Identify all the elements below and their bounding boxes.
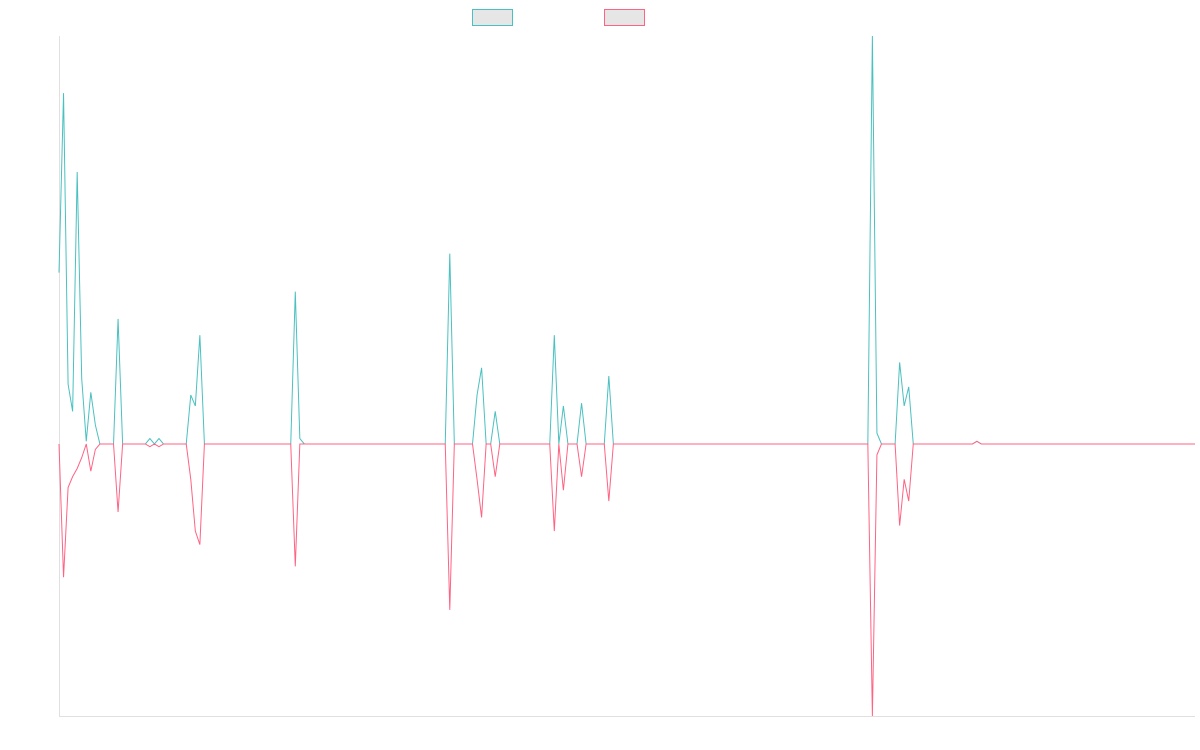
series-line xyxy=(58,35,1195,445)
legend-swatch xyxy=(604,9,645,26)
series-line xyxy=(58,440,1195,717)
legend-swatch xyxy=(472,9,513,26)
